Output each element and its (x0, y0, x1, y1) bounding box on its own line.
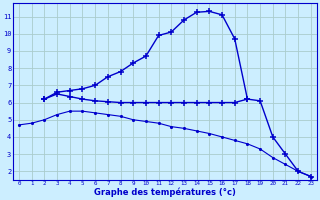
X-axis label: Graphe des températures (°c): Graphe des températures (°c) (94, 188, 236, 197)
